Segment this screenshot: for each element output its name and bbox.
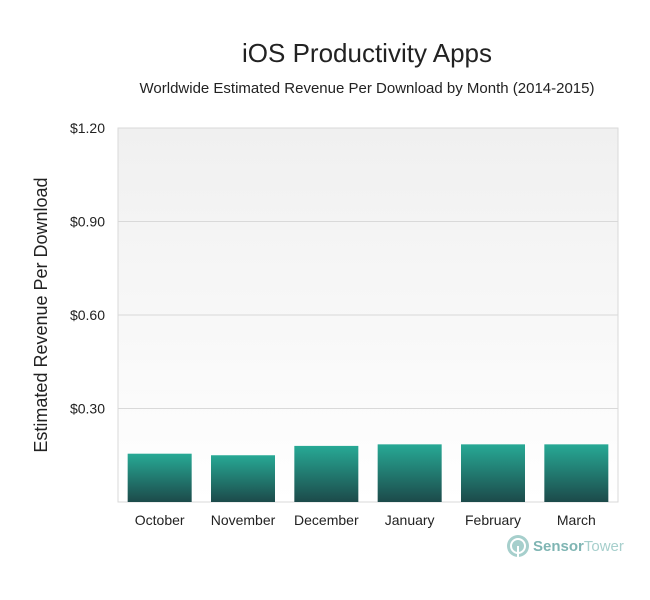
x-tick-label: February: [465, 512, 521, 528]
chart-title: iOS Productivity Apps: [242, 38, 492, 68]
y-tick-label: $0.90: [70, 214, 105, 230]
y-tick-label: $0.60: [70, 307, 105, 323]
grid-lines: [118, 221, 618, 409]
sensor-tower-logo: SensorTower: [507, 535, 624, 557]
x-tick-labels: October November December January February Ma…: [135, 512, 596, 528]
y-tick-label: $0.30: [70, 401, 105, 417]
bar-march: [544, 444, 609, 502]
x-tick-label: March: [557, 512, 596, 528]
x-tick-label: December: [294, 512, 359, 528]
logo-text-tower: Tower: [584, 538, 624, 555]
bar-november: [211, 455, 275, 502]
sensor-tower-logo-icon: [507, 535, 529, 557]
chart-subtitle: Worldwide Estimated Revenue Per Download…: [140, 80, 595, 97]
x-tick-label: October: [135, 512, 185, 528]
bar-february: [461, 444, 525, 502]
bar-january: [377, 444, 442, 502]
x-tick-label: January: [385, 512, 435, 528]
y-axis-label: Estimated Revenue Per Download: [31, 177, 51, 452]
y-tick-label: $1.20: [70, 120, 105, 136]
bar-october: [127, 453, 192, 502]
logo-text-sensor: Sensor: [533, 538, 584, 555]
bars: [127, 444, 609, 502]
x-tick-label: November: [211, 512, 276, 528]
logo-text: SensorTower: [533, 538, 624, 555]
bar-december: [294, 445, 359, 502]
y-tick-labels: $0.30 $0.60 $0.90 $1.20: [70, 120, 105, 417]
